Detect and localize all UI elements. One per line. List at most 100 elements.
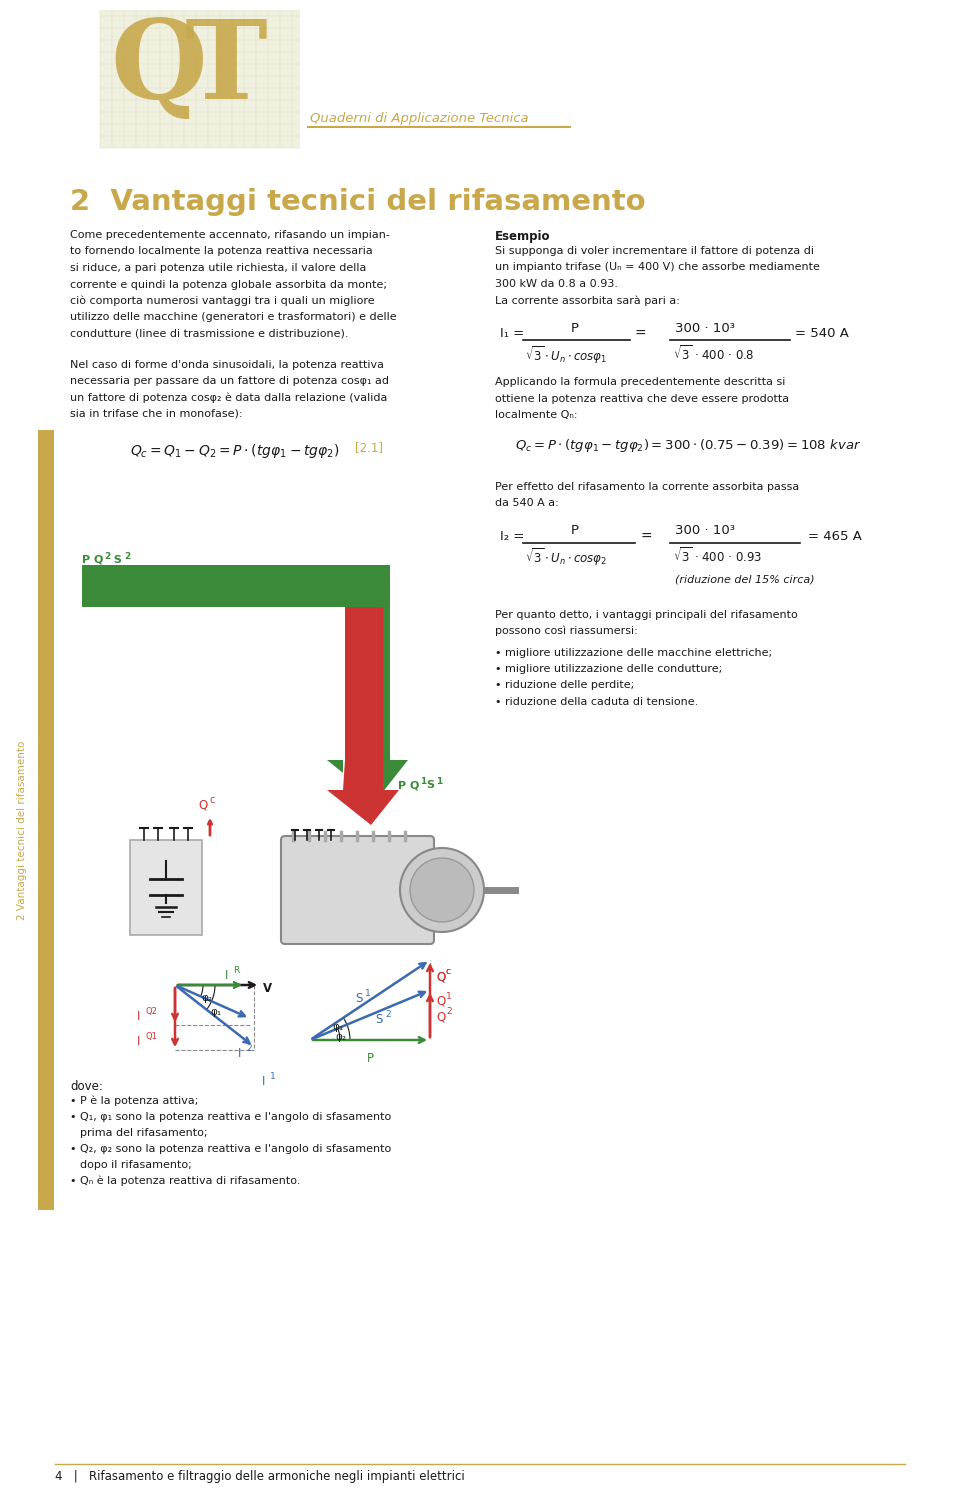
Text: I: I	[137, 1010, 140, 1023]
Text: $Q_c = Q_1 - Q_2 = P \cdot (tg\varphi_1 - tg\varphi_2)$: $Q_c = Q_1 - Q_2 = P \cdot (tg\varphi_1 …	[130, 442, 340, 460]
Text: $Q_c = P \cdot (tg\varphi_1 - tg\varphi_2) = 300 \cdot (0.75 - 0.39) = 108\ kvar: $Q_c = P \cdot (tg\varphi_1 - tg\varphi_…	[515, 436, 861, 454]
Text: 300 · 10³: 300 · 10³	[675, 322, 735, 336]
Text: Esempio: Esempio	[495, 231, 550, 243]
Text: 1: 1	[270, 1073, 276, 1082]
Text: S: S	[355, 992, 362, 1005]
Text: sia in trifase che in monofase):: sia in trifase che in monofase):	[70, 409, 243, 419]
Polygon shape	[82, 565, 408, 800]
Text: I: I	[225, 969, 228, 983]
Text: Q: Q	[436, 971, 445, 983]
Circle shape	[400, 848, 484, 932]
Text: R: R	[233, 966, 239, 975]
Text: 2: 2	[104, 551, 110, 560]
Text: =: =	[635, 327, 647, 342]
Text: • Qₙ è la potenza reattiva di rifasamento.: • Qₙ è la potenza reattiva di rifasament…	[70, 1176, 300, 1186]
Text: P Q: P Q	[82, 554, 104, 565]
Text: P: P	[367, 1052, 373, 1065]
Text: S: S	[426, 780, 434, 789]
Text: I₂ =: I₂ =	[500, 529, 524, 542]
Text: ciò comporta numerosi vantaggi tra i quali un migliore: ciò comporta numerosi vantaggi tra i qua…	[70, 297, 374, 307]
Text: necessaria per passare da un fattore di potenza cosφ₁ ad: necessaria per passare da un fattore di …	[70, 376, 389, 386]
Text: Applicando la formula precedentemente descritta si: Applicando la formula precedentemente de…	[495, 377, 785, 386]
Text: ottiene la potenza reattiva che deve essere prodotta: ottiene la potenza reattiva che deve ess…	[495, 394, 789, 403]
Text: to fornendo localmente la potenza reattiva necessaria: to fornendo localmente la potenza reatti…	[70, 247, 372, 256]
Text: un impianto trifase (Uₙ = 400 V) che assorbe mediamente: un impianto trifase (Uₙ = 400 V) che ass…	[495, 262, 820, 273]
FancyBboxPatch shape	[130, 840, 202, 935]
Text: • migliore utilizzazione delle condutture;: • migliore utilizzazione delle conduttur…	[495, 664, 722, 674]
Text: 2  Vantaggi tecnici del rifasamento: 2 Vantaggi tecnici del rifasamento	[70, 189, 646, 216]
Text: I: I	[262, 1076, 265, 1088]
Text: • Q₂, φ₂ sono la potenza reattiva e l'angolo di sfasamento: • Q₂, φ₂ sono la potenza reattiva e l'an…	[70, 1144, 392, 1153]
Text: 1: 1	[436, 777, 443, 786]
Text: V: V	[263, 983, 272, 995]
Text: 2 Vantaggi tecnici del rifasamento: 2 Vantaggi tecnici del rifasamento	[17, 740, 27, 920]
Text: I₁ =: I₁ =	[500, 327, 524, 340]
Text: • P è la potenza attiva;: • P è la potenza attiva;	[70, 1097, 199, 1107]
Text: un fattore di potenza cosφ₂ è data dalla relazione (valida: un fattore di potenza cosφ₂ è data dalla…	[70, 392, 388, 403]
Text: 4   |   Rifasamento e filtraggio delle armoniche negli impianti elettrici: 4 | Rifasamento e filtraggio delle armon…	[55, 1470, 465, 1483]
Text: possono così riassumersi:: possono così riassumersi:	[495, 626, 637, 637]
Circle shape	[410, 858, 474, 921]
Text: I: I	[238, 1047, 241, 1061]
Text: S: S	[375, 1013, 382, 1026]
Text: $\sqrt{3} \cdot U_n \cdot cos\varphi_1$: $\sqrt{3} \cdot U_n \cdot cos\varphi_1$	[525, 345, 607, 366]
Text: φ₂: φ₂	[201, 993, 212, 1004]
Text: Si supponga di voler incrementare il fattore di potenza di: Si supponga di voler incrementare il fat…	[495, 246, 814, 256]
Text: I: I	[137, 1035, 140, 1049]
Text: condutture (linee di trasmissione e distribuzione).: condutture (linee di trasmissione e dist…	[70, 330, 348, 339]
Text: corrente e quindi la potenza globale assorbita da monte;: corrente e quindi la potenza globale ass…	[70, 280, 387, 289]
Text: T: T	[185, 15, 268, 121]
Text: 300 · 10³: 300 · 10³	[675, 524, 735, 538]
Bar	[100, 10, 300, 148]
Polygon shape	[82, 607, 399, 825]
Text: utilizzo delle macchine (generatori e trasformatori) e delle: utilizzo delle macchine (generatori e tr…	[70, 313, 396, 322]
Text: Come precedentemente accennato, rifasando un impian-: Come precedentemente accennato, rifasand…	[70, 231, 390, 240]
Text: Q: Q	[198, 798, 207, 810]
Text: c: c	[446, 968, 451, 977]
Text: 300 kW da 0.8 a 0.93.: 300 kW da 0.8 a 0.93.	[495, 279, 618, 289]
Text: [2.1]: [2.1]	[355, 442, 383, 454]
Text: Q: Q	[436, 995, 445, 1008]
Text: φ₁: φ₁	[210, 1007, 221, 1017]
Text: c: c	[210, 795, 215, 804]
Text: si riduce, a pari potenza utile richiesta, il valore della: si riduce, a pari potenza utile richiest…	[70, 264, 367, 273]
Text: P: P	[571, 322, 579, 336]
Text: Q2: Q2	[145, 1007, 156, 1016]
Text: da 540 A a:: da 540 A a:	[495, 497, 559, 508]
Text: • Q₁, φ₁ sono la potenza reattiva e l'angolo di sfasamento: • Q₁, φ₁ sono la potenza reattiva e l'an…	[70, 1112, 392, 1122]
Text: dopo il rifasamento;: dopo il rifasamento;	[80, 1159, 192, 1170]
Text: Q: Q	[436, 971, 445, 983]
Text: P: P	[571, 524, 579, 538]
Text: $\sqrt{3} \cdot U_n \cdot cos\varphi_2$: $\sqrt{3} \cdot U_n \cdot cos\varphi_2$	[525, 547, 607, 568]
FancyBboxPatch shape	[281, 836, 434, 944]
Text: Q: Q	[436, 1010, 445, 1023]
Polygon shape	[82, 607, 345, 789]
Text: Nel caso di forme d'onda sinusoidali, la potenza reattiva: Nel caso di forme d'onda sinusoidali, la…	[70, 360, 384, 370]
Text: 2: 2	[124, 551, 131, 560]
Text: =: =	[640, 529, 652, 544]
Text: Q: Q	[110, 15, 206, 121]
Text: 1: 1	[365, 989, 371, 998]
Text: • riduzione delle perdite;: • riduzione delle perdite;	[495, 680, 635, 691]
Text: c: c	[446, 968, 451, 977]
Text: φ₂: φ₂	[335, 1032, 346, 1043]
Text: $\sqrt{3}$ · 400 · 0.93: $\sqrt{3}$ · 400 · 0.93	[673, 547, 762, 565]
Text: 2: 2	[385, 1010, 391, 1019]
Text: (riduzione del 15% circa): (riduzione del 15% circa)	[675, 575, 815, 584]
Text: φ₁: φ₁	[332, 1022, 343, 1032]
Text: • riduzione della caduta di tensione.: • riduzione della caduta di tensione.	[495, 697, 698, 707]
Text: Quaderni di Applicazione Tecnica: Quaderni di Applicazione Tecnica	[310, 112, 529, 124]
Text: dove:: dove:	[70, 1080, 103, 1094]
Text: S: S	[110, 554, 122, 565]
Text: P Q: P Q	[398, 780, 420, 789]
Text: Per quanto detto, i vantaggi principali del rifasamento: Per quanto detto, i vantaggi principali …	[495, 610, 798, 620]
Text: 1: 1	[446, 992, 452, 1001]
Text: $\sqrt{3}$ · 400 · 0.8: $\sqrt{3}$ · 400 · 0.8	[673, 345, 755, 363]
Text: 2: 2	[246, 1044, 252, 1053]
Text: localmente Qₙ:: localmente Qₙ:	[495, 410, 578, 419]
Bar	[38, 430, 54, 1210]
Text: prima del rifasamento;: prima del rifasamento;	[80, 1128, 207, 1138]
Text: Per effetto del rifasamento la corrente assorbita passa: Per effetto del rifasamento la corrente …	[495, 481, 800, 491]
Text: 1: 1	[420, 777, 426, 786]
Text: Q1: Q1	[145, 1032, 156, 1041]
